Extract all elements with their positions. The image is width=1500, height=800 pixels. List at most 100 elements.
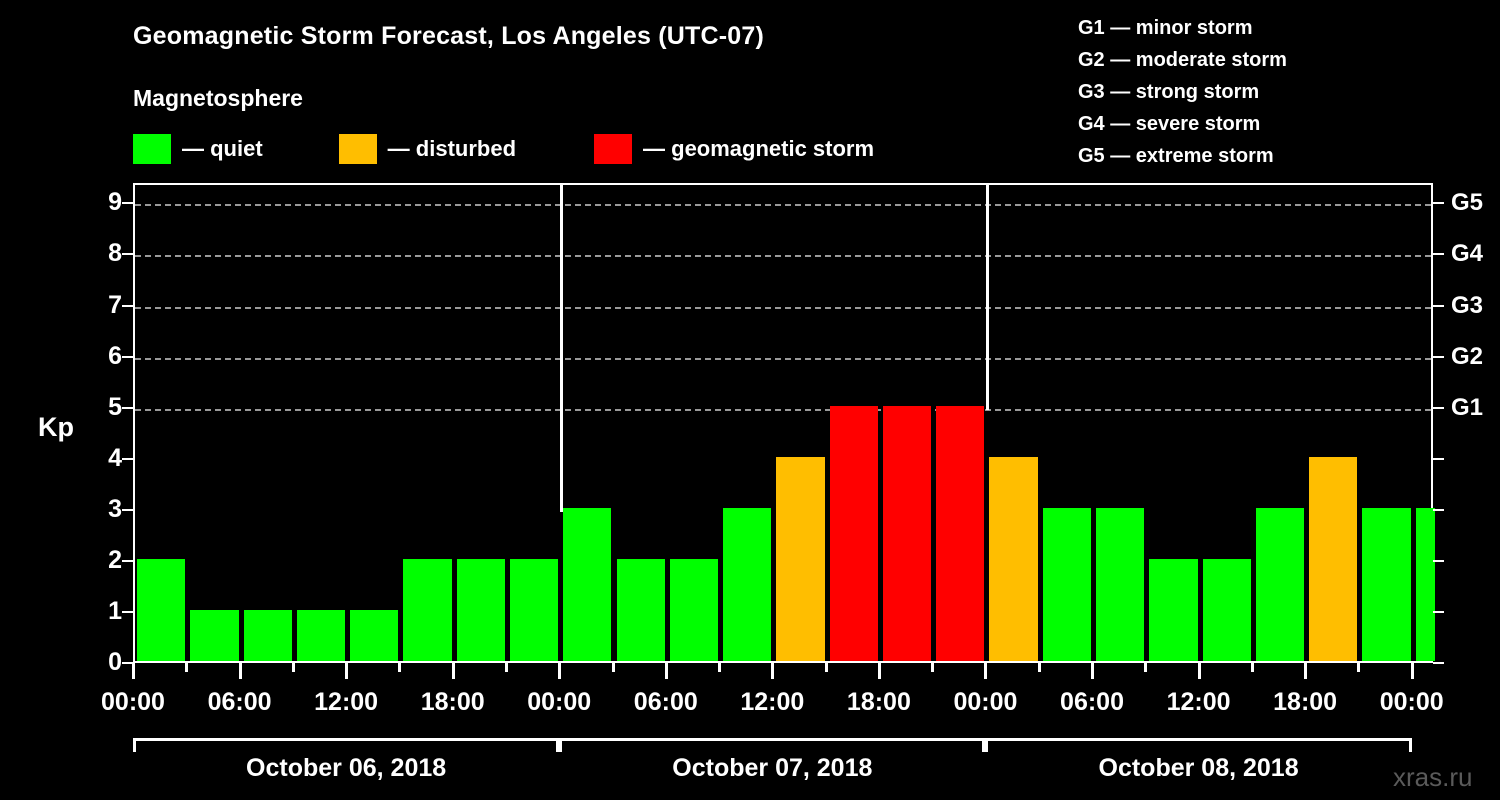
bar-quiet-kp3 (1096, 507, 1145, 661)
g-axis-tick-kp-1 (1433, 610, 1444, 613)
y-tick-label-8: 8 (108, 239, 122, 268)
g-axis-tick-kp-4 (1433, 457, 1444, 460)
bar-quiet-kp1 (243, 609, 292, 661)
date-bracket-1 (133, 738, 560, 752)
y-tick-mark-3 (122, 508, 133, 511)
x-tick-label-3: 18:00 (420, 688, 485, 716)
date-bracket-2 (559, 738, 986, 752)
g-axis-label-G2: G2 (1451, 342, 1484, 370)
x-tick-label-7: 18:00 (846, 688, 911, 716)
legend-item-geomagnetic-storm: — geomagnetic storm (594, 133, 874, 165)
bar-quiet-kp3 (1415, 507, 1435, 661)
x-tick-label-4: 00:00 (527, 688, 592, 716)
x-tick-60h (1197, 663, 1201, 679)
g-axis-tick-kp-2 (1433, 559, 1444, 562)
x-tick-label-0: 00:00 (101, 688, 165, 716)
gridline-kp-5 (135, 408, 1431, 411)
bar-quiet-kp2 (456, 558, 505, 661)
y-tick-label-2: 2 (108, 545, 122, 574)
bar-quiet-kp1 (350, 609, 399, 661)
day-divider-1 (560, 185, 564, 512)
g-axis-tick-kp-3 (1433, 508, 1444, 511)
bar-quiet-kp3 (1255, 507, 1305, 661)
date-bracket-3 (985, 738, 1412, 752)
g-axis-tick-kp-9 (1433, 202, 1444, 205)
x-tick-6h (238, 663, 242, 679)
x-tick-42h (877, 663, 881, 679)
g-axis-tick-kp-7 (1433, 304, 1444, 307)
y-axis-title: Kp (38, 412, 74, 442)
y-tick-mark-1 (122, 610, 133, 613)
y-tick-mark-2 (122, 559, 133, 562)
bar-disturbed-kp4 (1309, 456, 1358, 661)
bar-disturbed-kp4 (776, 456, 825, 661)
x-tick-3h (185, 663, 189, 672)
g-key-line-g5: G5 — extreme storm (1078, 145, 1274, 167)
g-axis-tick-kp-6 (1433, 355, 1444, 358)
x-tick-54h (1091, 663, 1095, 679)
bar-storm-kp5 (829, 405, 878, 661)
bar-storm-kp5 (882, 405, 932, 661)
x-tick-9h (291, 663, 295, 672)
watermark: xras.ru (1393, 762, 1473, 792)
y-tick-mark-4 (122, 457, 133, 460)
legend-item-disturbed: — disturbed (338, 133, 516, 165)
bar-quiet-kp1 (296, 609, 346, 661)
x-tick-label-10: 12:00 (1166, 688, 1231, 716)
x-tick-27h (611, 663, 615, 672)
x-tick-72h (1410, 663, 1414, 679)
y-tick-mark-7 (122, 304, 133, 307)
x-tick-15h (398, 663, 402, 672)
chart-plot-area (133, 183, 1435, 663)
bar-storm-kp5 (936, 405, 985, 661)
g-axis-label-G3: G3 (1451, 291, 1484, 319)
gridline-kp-6 (135, 357, 1431, 360)
y-tick-label-5: 5 (108, 392, 122, 421)
legend-label: — geomagnetic storm (643, 136, 875, 161)
g-key-line-g4: G4 — severe storm (1078, 113, 1261, 135)
y-tick-mark-9 (122, 202, 133, 205)
g-axis-tick-kp-0 (1433, 662, 1444, 664)
x-tick-39h (824, 663, 828, 672)
x-tick-label-1: 06:00 (207, 688, 272, 716)
x-tick-66h (1304, 663, 1308, 679)
x-tick-30h (664, 663, 668, 679)
y-tick-label-0: 0 (108, 648, 122, 676)
bar-quiet-kp2 (403, 558, 452, 661)
y-tick-label-6: 6 (108, 341, 122, 370)
x-tick-0h (132, 663, 135, 679)
x-tick-33h (718, 663, 722, 672)
y-tick-mark-5 (122, 406, 133, 409)
bar-quiet-kp3 (1042, 507, 1091, 661)
x-tick-24h (558, 663, 562, 679)
date-label-2: October 07, 2018 (672, 754, 873, 782)
legend-label: — quiet (182, 136, 263, 161)
gridline-kp-8 (135, 255, 1431, 258)
date-label-1: October 06, 2018 (246, 754, 447, 782)
x-tick-label-6: 12:00 (740, 688, 805, 716)
gridline-kp-7 (135, 306, 1431, 309)
bar-quiet-kp2 (1149, 558, 1198, 661)
green-swatch (133, 134, 171, 164)
g-key-line-g1: G1 — minor storm (1078, 17, 1253, 39)
bar-quiet-kp2 (137, 558, 186, 661)
legend: — quiet — disturbed — geomagnetic storm (133, 133, 874, 165)
g-axis-label-G4: G4 (1451, 240, 1484, 268)
x-tick-36h (771, 663, 775, 679)
g-axis-tick-kp-5 (1433, 406, 1444, 409)
x-tick-45h (931, 663, 935, 672)
legend-item-quiet: — quiet (133, 133, 263, 165)
x-tick-18h (451, 663, 455, 679)
x-tick-label-2: 12:00 (314, 688, 379, 716)
bar-quiet-kp2 (509, 558, 559, 661)
x-tick-63h (1250, 663, 1254, 672)
y-tick-mark-8 (122, 253, 133, 256)
x-tick-label-5: 06:00 (633, 688, 698, 716)
g-axis-tick-kp-8 (1433, 253, 1444, 256)
day-divider-2 (986, 185, 990, 410)
g-axis-label-G1: G1 (1451, 393, 1484, 421)
bar-quiet-kp3 (723, 507, 772, 661)
x-tick-69h (1357, 663, 1361, 672)
y-tick-mark-0 (122, 662, 133, 664)
x-tick-51h (1037, 663, 1041, 672)
